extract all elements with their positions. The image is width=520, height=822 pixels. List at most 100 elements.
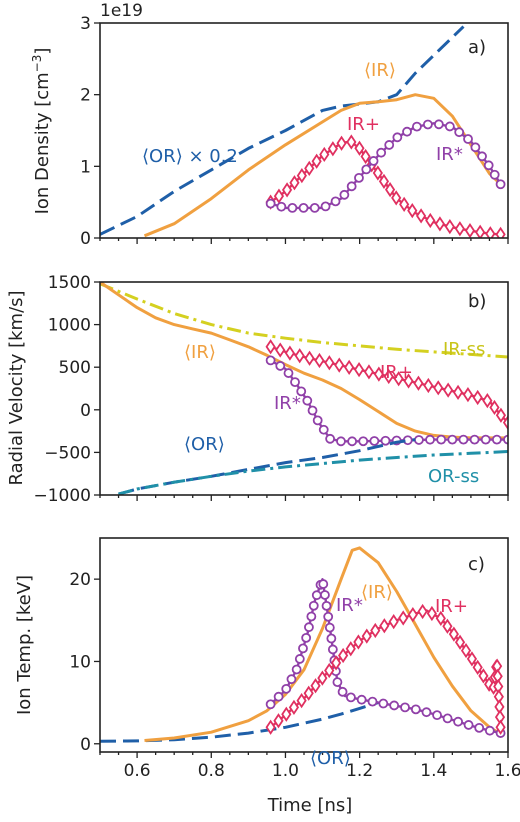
marker-ir	[475, 224, 486, 238]
marker-ir	[432, 710, 442, 721]
marker-ir	[273, 713, 284, 729]
marker-ir	[444, 121, 455, 132]
marker-ir	[447, 434, 458, 445]
marker-ir	[304, 160, 315, 177]
marker-ir	[454, 634, 466, 650]
marker-ir	[273, 691, 284, 702]
series-line-or-ss	[118, 450, 508, 495]
marker-ir	[296, 693, 307, 709]
panel-b-plot: −1000 −500 0 500 1000 1500	[33, 273, 509, 506]
marker-ir	[466, 651, 478, 667]
marker-ir	[480, 434, 491, 445]
panel-b-label-orss: OR-ss	[428, 466, 479, 487]
marker-ir	[407, 202, 418, 219]
marker-ir	[400, 702, 410, 713]
marker-ir	[363, 364, 375, 380]
panel-1-data-layer	[100, 282, 508, 495]
marker-ir	[458, 434, 469, 445]
marker-ir	[474, 722, 485, 733]
x-tick-label: 1.2	[346, 761, 373, 781]
marker-ir	[443, 382, 454, 398]
panel-c-ylabel: Ion Temp. [keV]	[14, 575, 35, 715]
panel-a-label-irstar: IR*	[436, 144, 463, 165]
panel-c-letter: c)	[468, 554, 485, 575]
marker-ir	[423, 377, 434, 394]
marker-ir	[298, 202, 309, 213]
marker-ir	[402, 126, 412, 137]
marker-ir	[334, 357, 345, 373]
panel-c-plot: 0 10 20 0.6 0.8 1.0 1.2 1.4 1.6	[69, 537, 520, 781]
marker-ir	[311, 590, 322, 601]
marker-ir	[369, 436, 380, 446]
marker-ir	[311, 153, 322, 169]
marker-ir	[360, 148, 371, 165]
marker-ir	[319, 146, 330, 163]
panel-b-letter: b)	[468, 291, 486, 312]
marker-ir	[453, 716, 463, 727]
marker-ir	[276, 201, 287, 212]
marker-ir	[281, 683, 292, 694]
marker-ir	[353, 361, 365, 378]
marker-ir	[265, 355, 276, 366]
y-tick-label: −1000	[33, 486, 91, 506]
marker-ir	[436, 434, 447, 445]
marker-ir	[330, 196, 341, 207]
marker-ir	[287, 202, 298, 213]
x-tick-label: 1.0	[272, 761, 299, 781]
panel-a: 1e19 Ion Density [cm−3] 0 1 2 3 a) ⟨OR⟩ × 0…	[30, 1, 509, 249]
marker-ir	[325, 433, 336, 444]
marker-ir	[482, 392, 493, 409]
marker-ir	[403, 373, 414, 389]
y-tick-label: 0	[80, 229, 91, 249]
marker-ir	[353, 634, 364, 650]
marker-ir	[346, 134, 357, 150]
marker-ir	[324, 662, 335, 679]
marker-ir	[318, 424, 329, 435]
panel-b-ylabel: Radial Velocity [km/s]	[6, 290, 27, 485]
marker-ir	[323, 611, 334, 622]
marker-ir	[294, 348, 305, 364]
marker-ir	[448, 626, 459, 642]
marker-ir	[296, 386, 307, 397]
marker-ir	[398, 610, 409, 626]
panel-c-label-ir: ⟨IR⟩	[361, 582, 393, 603]
marker-ir	[306, 611, 317, 622]
panel-a-label-ir: ⟨IR⟩	[364, 60, 396, 81]
marker-ir	[318, 579, 329, 589]
marker-ir	[495, 719, 506, 735]
marker-ir	[273, 188, 285, 204]
panel-a-ylabel-superscript: −3	[30, 55, 44, 73]
marker-ir	[410, 704, 421, 715]
marker-ir	[367, 696, 378, 707]
marker-ir	[434, 216, 445, 232]
y-tick-label: 1	[80, 157, 91, 177]
series-line-ir	[269, 140, 501, 236]
panel-a-exponent-label: 1e19	[100, 1, 143, 21]
series-line-or-0-2	[100, 25, 465, 236]
marker-ir	[332, 677, 343, 688]
marker-ir	[444, 218, 455, 235]
marker-ir	[286, 674, 297, 685]
y-tick-label: 0	[80, 735, 91, 755]
marker-ir	[307, 405, 318, 416]
marker-ir	[320, 201, 331, 212]
marker-ir	[378, 698, 389, 709]
marker-ir	[462, 387, 474, 403]
marker-ir	[283, 368, 294, 378]
marker-ir	[361, 628, 372, 644]
marker-ir	[281, 182, 293, 198]
marker-ir	[413, 375, 424, 391]
marker-ir	[414, 435, 424, 445]
marker-ir	[265, 339, 276, 355]
marker-ir	[452, 384, 464, 400]
marker-ir	[326, 633, 337, 644]
panel-2-data-layer	[100, 546, 506, 743]
marker-ir	[304, 350, 315, 366]
series-line-ir	[144, 546, 502, 742]
y-tick-label: −500	[44, 443, 91, 463]
marker-ir	[339, 189, 350, 200]
marker-ir	[477, 151, 487, 162]
marker-ir	[275, 361, 286, 371]
marker-ir	[392, 132, 403, 143]
